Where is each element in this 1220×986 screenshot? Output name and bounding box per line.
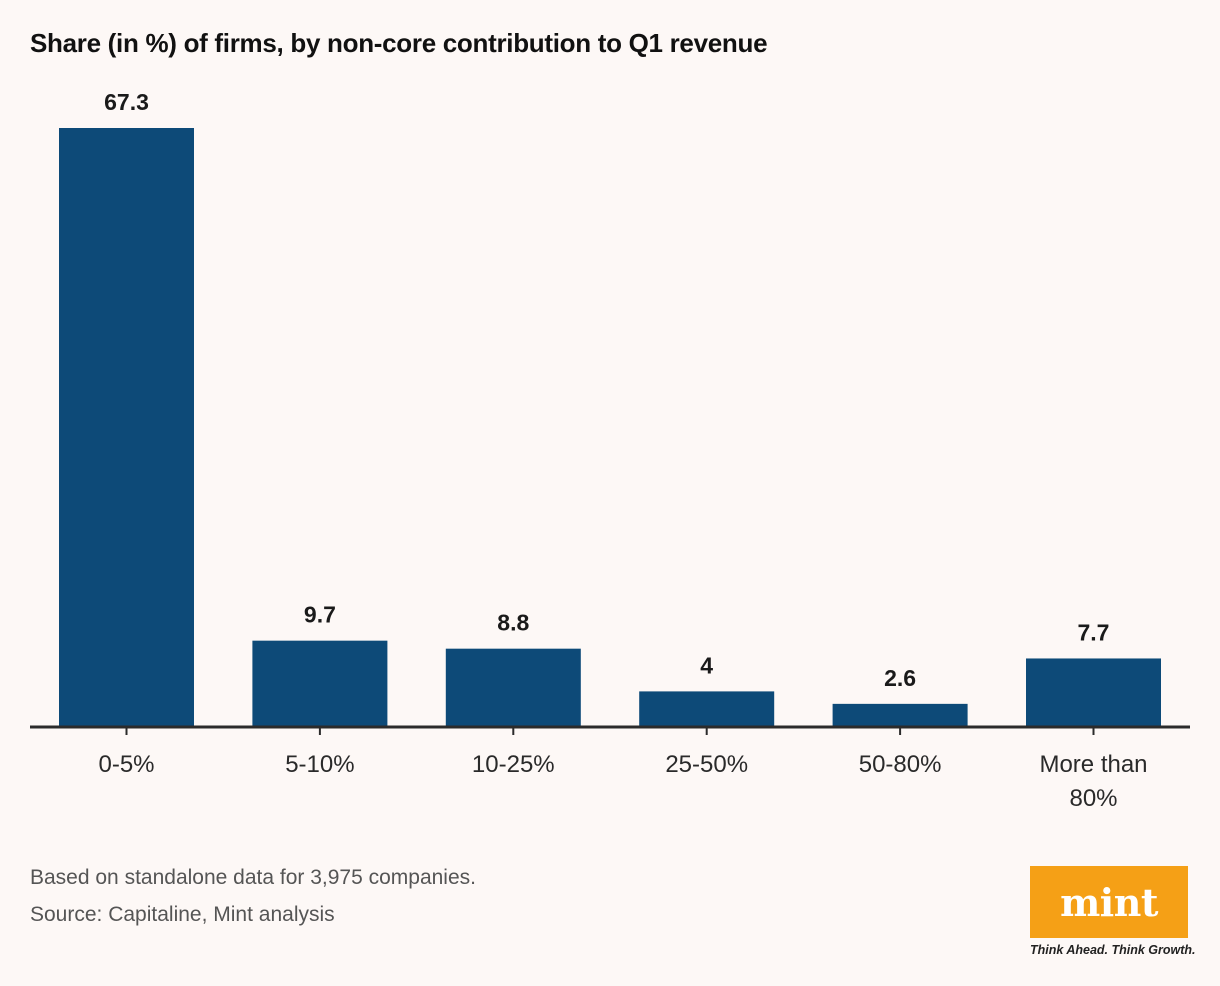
data-label: 9.7 [304, 602, 336, 628]
chart-title: Share (in %) of firms, by non-core contr… [30, 28, 768, 58]
bar [1026, 658, 1161, 727]
x-tick-label: 50-80% [859, 751, 942, 778]
bar [59, 128, 194, 727]
data-label: 2.6 [884, 665, 916, 691]
data-label: 4 [700, 652, 713, 678]
brand-tagline: Think Ahead. Think Growth. [1030, 943, 1196, 957]
x-tick-label: 80% [1069, 785, 1117, 812]
logo-text: mint [1060, 879, 1158, 925]
bar [252, 640, 388, 727]
bar [639, 691, 775, 727]
x-tick-label: 25-50% [665, 751, 748, 778]
bar [445, 648, 581, 727]
data-label: 7.7 [1078, 619, 1110, 645]
x-tick-label: More than [1039, 751, 1147, 778]
x-tick-label: 0-5% [98, 751, 154, 778]
x-tick-label: 5-10% [285, 751, 354, 778]
mint-logo: mint [1030, 866, 1188, 938]
data-note: Based on standalone data for 3,975 compa… [30, 866, 476, 889]
bar [832, 703, 968, 727]
data-label: 8.8 [497, 610, 529, 636]
data-label: 67.3 [104, 89, 149, 115]
x-tick-label: 10-25% [472, 751, 555, 778]
source-note: Source: Capitaline, Mint analysis [30, 903, 335, 926]
bar-chart: 67.3 0-5% 9.7 5-10% 8.8 10-25% 4 25-50% 2.6 50-80… [30, 89, 1190, 812]
